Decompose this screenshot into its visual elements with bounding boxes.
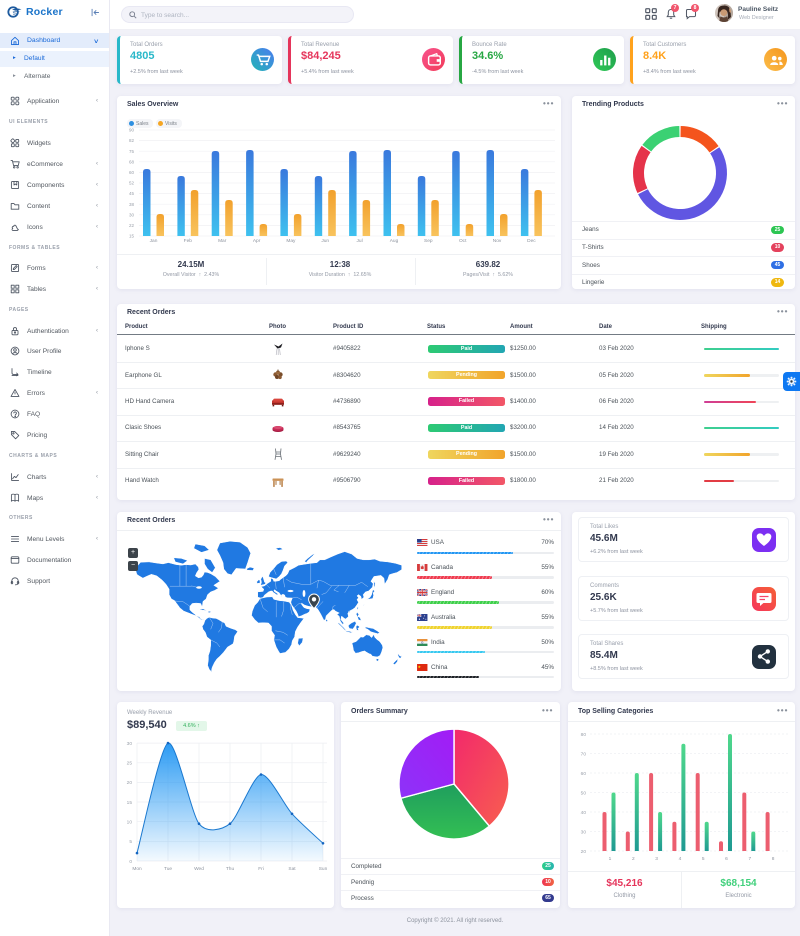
svg-text:Oct: Oct xyxy=(459,238,467,244)
svg-text:Jan: Jan xyxy=(150,238,158,244)
svg-text:60: 60 xyxy=(581,771,587,777)
svg-text:2: 2 xyxy=(632,856,635,862)
svg-text:4: 4 xyxy=(679,856,682,862)
svg-text:10: 10 xyxy=(127,820,133,826)
svg-text:1: 1 xyxy=(609,856,612,862)
svg-text:Apr: Apr xyxy=(253,238,261,244)
svg-text:30: 30 xyxy=(127,741,133,747)
svg-text:50: 50 xyxy=(581,790,587,796)
svg-text:15: 15 xyxy=(127,800,133,806)
svg-text:22: 22 xyxy=(129,223,135,228)
svg-text:70: 70 xyxy=(581,751,587,757)
svg-text:20: 20 xyxy=(581,849,587,855)
svg-text:45: 45 xyxy=(129,191,135,196)
svg-text:60: 60 xyxy=(129,170,135,175)
svg-text:Sun: Sun xyxy=(319,866,328,872)
svg-text:Jun: Jun xyxy=(321,238,329,244)
svg-text:8: 8 xyxy=(772,856,775,862)
svg-text:68: 68 xyxy=(129,159,135,164)
svg-text:Mon: Mon xyxy=(132,866,142,872)
svg-text:3: 3 xyxy=(655,856,658,862)
svg-text:7: 7 xyxy=(748,856,751,862)
svg-text:Fri: Fri xyxy=(258,866,264,872)
svg-text:Thu: Thu xyxy=(226,866,235,872)
svg-text:6: 6 xyxy=(725,856,728,862)
svg-text:75: 75 xyxy=(129,149,135,154)
svg-text:Tue: Tue xyxy=(164,866,172,872)
svg-text:20: 20 xyxy=(127,780,133,786)
svg-text:Wed: Wed xyxy=(194,866,204,872)
svg-text:Mar: Mar xyxy=(218,238,227,244)
svg-text:Sat: Sat xyxy=(288,866,296,872)
svg-text:52: 52 xyxy=(129,181,135,186)
svg-text:5: 5 xyxy=(702,856,705,862)
svg-text:Sep: Sep xyxy=(424,238,433,244)
svg-text:15: 15 xyxy=(129,234,135,239)
svg-text:30: 30 xyxy=(581,829,587,835)
svg-text:Aug: Aug xyxy=(390,238,399,244)
svg-text:0: 0 xyxy=(129,859,132,865)
svg-text:Nov: Nov xyxy=(493,238,502,244)
svg-text:25: 25 xyxy=(127,761,133,767)
svg-text:90: 90 xyxy=(129,128,135,133)
svg-text:Dec: Dec xyxy=(527,238,536,244)
svg-text:30: 30 xyxy=(129,212,135,217)
svg-text:5: 5 xyxy=(129,839,132,845)
svg-text:80: 80 xyxy=(581,732,587,738)
svg-text:May: May xyxy=(286,238,296,244)
svg-text:Jul: Jul xyxy=(357,238,363,244)
svg-text:40: 40 xyxy=(581,810,587,816)
svg-text:Feb: Feb xyxy=(184,238,193,244)
svg-text:38: 38 xyxy=(129,202,135,207)
svg-text:82: 82 xyxy=(129,138,135,143)
